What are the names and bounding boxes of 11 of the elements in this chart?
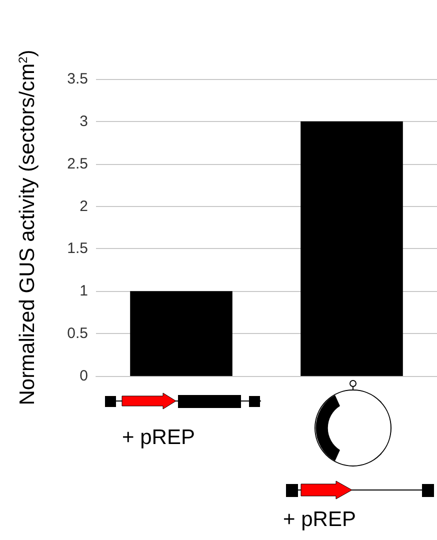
y-tick-label: 0.5 [67,325,88,342]
y-tick-label: 1 [80,282,88,300]
text: + pREP [122,426,195,450]
text: + pREP [283,508,356,532]
y-tick-label: 2 [80,198,88,215]
y-tick-label: 2.5 [67,155,88,172]
y-tick-label: 3.5 [67,70,88,88]
y-tick-label: 3 [80,112,88,130]
y-tick-label: 1.5 [67,240,88,258]
y-axis-title: Normalized GUS activity (sectors/cm2) [16,50,39,406]
y-tick-label: 0 [80,368,88,384]
